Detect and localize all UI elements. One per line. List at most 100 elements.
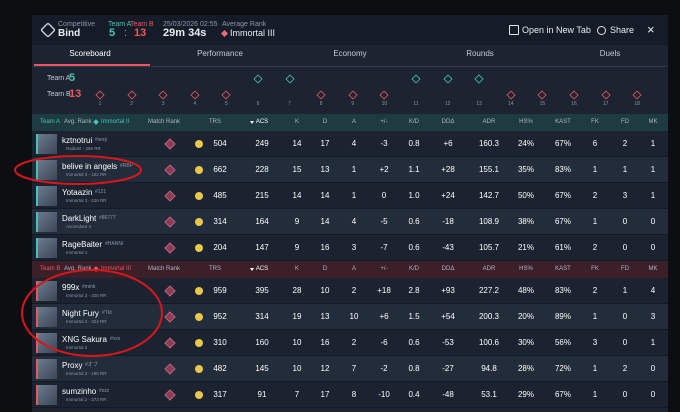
tab[interactable]: Duels: [599, 49, 621, 58]
team-label: Team A: [40, 119, 61, 125]
stat-cell: 0.8: [408, 364, 420, 373]
player-row: [32, 183, 668, 209]
stat-cell: 56%: [554, 338, 571, 347]
avg-rank: Immortal III: [230, 28, 276, 38]
agent-icon: [36, 307, 57, 327]
round-number: 18: [634, 101, 640, 107]
column-header: +/-: [380, 119, 388, 125]
score-separator: :: [124, 27, 128, 39]
tab[interactable]: Scoreboard: [69, 49, 111, 58]
stat-cell: 314: [255, 312, 269, 321]
player-tag: #xxx: [110, 336, 121, 342]
round-number: 11: [413, 101, 419, 107]
stat-cell: 0: [650, 217, 656, 226]
column-header: ADR: [482, 266, 496, 272]
trs-icon: [195, 140, 203, 148]
team-label: Team B: [40, 266, 61, 272]
stat-cell: 4: [351, 217, 357, 226]
stat-cell: 2.8: [408, 286, 420, 295]
stat-cell: 67%: [554, 390, 571, 399]
stat-cell: 15: [292, 165, 302, 174]
round-number: 1: [98, 101, 102, 107]
stat-cell: -10: [378, 390, 390, 399]
player-rank: Immortal 2: [66, 345, 88, 350]
stat-cell: -3: [380, 139, 388, 148]
close[interactable]: ×: [647, 22, 655, 37]
stat-cell: 485: [213, 191, 227, 200]
stat-cell: 13: [320, 312, 330, 321]
column-header: K: [294, 266, 299, 272]
stat-cell: 2: [351, 338, 357, 347]
stat-cell: 0: [650, 243, 656, 252]
player-name: belive in angels: [62, 162, 118, 171]
mode: Competitive: [58, 21, 95, 28]
stat-cell: 1.5: [408, 312, 420, 321]
stat-cell: +54: [441, 312, 455, 321]
stat-cell: 1: [622, 286, 628, 295]
team-header-row: [32, 261, 668, 278]
player-rank: Immortal 3 - 325 RR: [66, 293, 107, 298]
stat-cell: 67%: [554, 139, 571, 148]
column-header: ADR: [482, 119, 496, 125]
stat-cell: 0.6: [408, 243, 420, 252]
trs-icon: [195, 218, 203, 226]
round-number: 7: [288, 101, 291, 107]
rounds-team-b: Team B: [47, 91, 71, 98]
player-name: sumzinho: [62, 387, 97, 396]
stat-cell: 24%: [517, 139, 534, 148]
stat-cell: 952: [213, 312, 227, 321]
player-row: [32, 356, 668, 382]
tab[interactable]: Performance: [197, 49, 243, 58]
stat-cell: 35%: [517, 165, 534, 174]
stat-cell: +28: [441, 165, 455, 174]
stat-cell: 1: [650, 338, 656, 347]
round-number: 13: [476, 101, 482, 107]
agent-icon: [36, 359, 57, 379]
trs-icon: [195, 313, 203, 321]
stat-cell: 89%: [554, 312, 571, 321]
tab[interactable]: Rounds: [466, 49, 494, 58]
avg-rank-label: Average Rank: [222, 21, 267, 28]
stat-cell: 310: [213, 338, 227, 347]
stat-cell: +2: [379, 165, 389, 174]
stat-cell: 3: [351, 243, 357, 252]
round-number: 6: [256, 101, 260, 107]
stat-cell: 1.0: [408, 191, 420, 200]
column-header: DDΔ: [441, 119, 455, 125]
rounds-team-b-score: 13: [69, 88, 82, 100]
column-header: HS%: [519, 266, 533, 272]
open-new-tab[interactable]: Open in New Tab: [522, 25, 591, 35]
stat-cell: 2: [622, 364, 628, 373]
sort-arrow: [250, 268, 254, 271]
column-header: D: [322, 119, 328, 125]
stat-cell: 10: [320, 286, 330, 295]
trs-icon: [195, 339, 203, 347]
round-number: 8: [319, 101, 323, 107]
stat-cell: 6: [592, 139, 598, 148]
stat-cell: 1: [650, 165, 656, 174]
stat-cell: 2: [622, 139, 628, 148]
stat-cell: 1.1: [408, 165, 420, 174]
stat-cell: 662: [213, 165, 227, 174]
player-row: [32, 235, 668, 261]
player-name: 999x: [62, 283, 80, 292]
team-header-row: [32, 114, 668, 131]
agent-icon: [36, 333, 57, 353]
stat-cell: 0.4: [408, 390, 420, 399]
stat-cell: 228: [255, 165, 269, 174]
stat-cell: 12: [320, 364, 330, 373]
stat-cell: 0.6: [408, 338, 420, 347]
share[interactable]: Share: [610, 25, 635, 35]
player-name: Yotaazin: [62, 188, 93, 197]
column-header: DDΔ: [441, 266, 455, 272]
stat-cell: 94.8: [481, 364, 497, 373]
column-header: MK: [648, 119, 658, 125]
stat-cell: 317: [213, 390, 227, 399]
team-b-label: Team B: [130, 21, 154, 28]
player-tag: #121: [95, 189, 107, 195]
stat-cell: 0: [622, 217, 628, 226]
tab[interactable]: Economy: [333, 49, 367, 58]
column-header: ACS: [255, 119, 269, 125]
stat-cell: 3: [592, 338, 598, 347]
